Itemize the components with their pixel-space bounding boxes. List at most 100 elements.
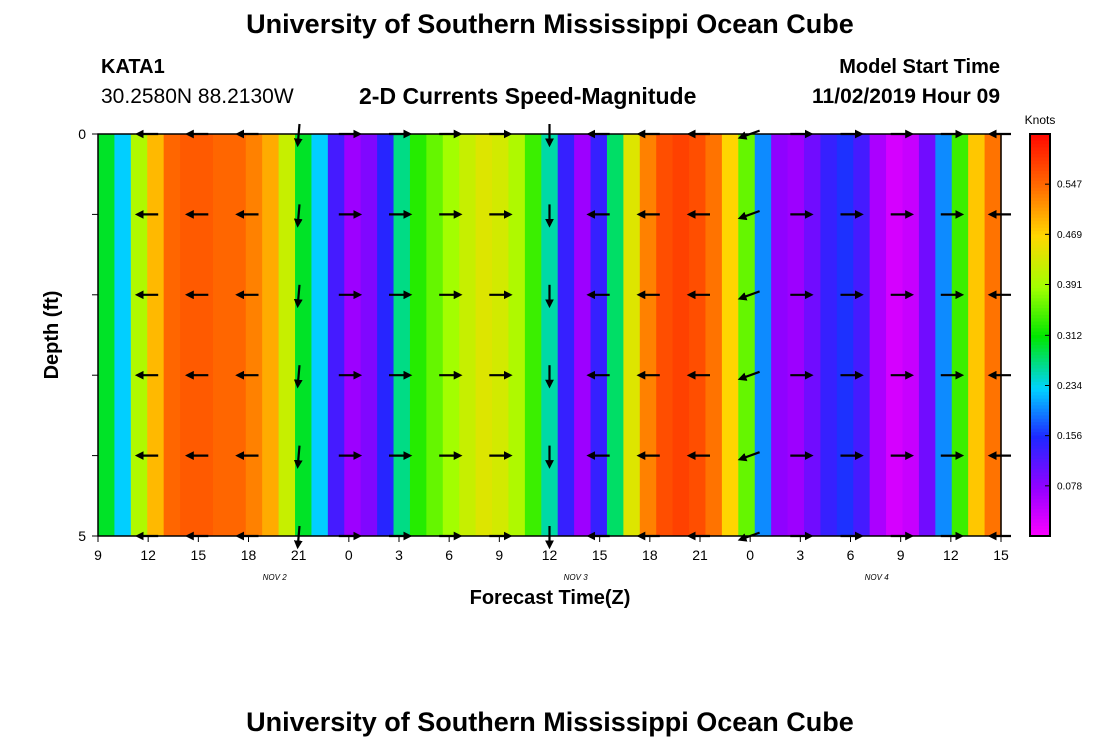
colorbar-segment bbox=[1030, 525, 1050, 530]
colorbar-segment bbox=[1030, 314, 1050, 319]
colorbar-segment bbox=[1030, 318, 1050, 323]
x-tick-label: 15 bbox=[191, 547, 207, 563]
colorbar-segment bbox=[1030, 291, 1050, 296]
colorbar-segment bbox=[1030, 311, 1050, 316]
colorbar-segment bbox=[1030, 134, 1050, 138]
heatmap-column bbox=[278, 134, 296, 536]
y-tick-label: 0 bbox=[78, 126, 86, 142]
colorbar-segment bbox=[1030, 328, 1050, 333]
x-tick-label: 6 bbox=[445, 547, 453, 563]
colorbar-segment bbox=[1030, 140, 1050, 145]
colorbar-segment bbox=[1030, 465, 1050, 470]
colorbar-segment bbox=[1030, 348, 1050, 353]
x-tick-label: 12 bbox=[542, 547, 558, 563]
x-tick-label: 18 bbox=[241, 547, 257, 563]
colorbar-segment bbox=[1030, 247, 1050, 252]
colorbar-segment bbox=[1030, 341, 1050, 346]
heatmap-column bbox=[705, 134, 723, 536]
heatmap-column bbox=[98, 134, 116, 536]
model-start-label: Model Start Time bbox=[839, 56, 1000, 78]
heatmap-column bbox=[180, 134, 198, 536]
heatmap-column bbox=[163, 134, 181, 536]
current-arrow bbox=[293, 365, 303, 389]
colorbar-segment bbox=[1030, 298, 1050, 303]
x-tick-label: 18 bbox=[642, 547, 658, 563]
heatmap-column bbox=[212, 134, 230, 536]
current-arrow bbox=[293, 445, 303, 469]
colorbar-segment bbox=[1030, 227, 1050, 232]
date-label: NOV 2 bbox=[263, 573, 288, 582]
x-tick-label: 3 bbox=[395, 547, 403, 563]
colorbar-segment bbox=[1030, 147, 1050, 152]
colorbar-segment bbox=[1030, 217, 1050, 222]
colorbar-segment bbox=[1030, 170, 1050, 175]
x-tick-label: 12 bbox=[943, 547, 959, 563]
colorbar-segment bbox=[1030, 257, 1050, 262]
colorbar-segment bbox=[1030, 301, 1050, 306]
colorbar-segment bbox=[1030, 515, 1050, 520]
colorbar-segment bbox=[1030, 365, 1050, 370]
colorbar-segment bbox=[1030, 368, 1050, 373]
colorbar-segment bbox=[1030, 479, 1050, 483]
heatmap-column bbox=[639, 134, 657, 536]
colorbar-tick-label: 0.078 bbox=[1057, 481, 1082, 492]
x-tick-label: 21 bbox=[692, 547, 708, 563]
x-tick-label: 15 bbox=[592, 547, 608, 563]
colorbar-segment bbox=[1030, 438, 1050, 443]
heatmap-column bbox=[147, 134, 165, 536]
colorbar-segment bbox=[1030, 425, 1050, 430]
colorbar-segment bbox=[1030, 150, 1050, 155]
heatmap-column bbox=[689, 134, 707, 536]
colorbar-segment bbox=[1030, 180, 1050, 185]
model-start-value: 11/02/2019 Hour 09 bbox=[812, 85, 1000, 108]
colorbar-segment bbox=[1030, 234, 1050, 239]
heatmap-column bbox=[754, 134, 772, 536]
heatmap-column bbox=[606, 134, 624, 536]
colorbar-segment bbox=[1030, 505, 1050, 510]
heatmap-column bbox=[130, 134, 148, 536]
colorbar-segment bbox=[1030, 308, 1050, 313]
current-arrow bbox=[737, 370, 760, 381]
colorbar-segment bbox=[1030, 231, 1050, 236]
colorbar-segment bbox=[1030, 405, 1050, 410]
colorbar-segment bbox=[1030, 281, 1050, 286]
colorbar-segment bbox=[1030, 422, 1050, 427]
current-arrow bbox=[293, 284, 303, 309]
colorbar-segment bbox=[1030, 197, 1050, 202]
colorbar-segment bbox=[1030, 432, 1050, 437]
heatmap-column bbox=[656, 134, 674, 536]
x-tick-label: 6 bbox=[847, 547, 855, 563]
colorbar-segment bbox=[1030, 331, 1050, 336]
colorbar-segment bbox=[1030, 278, 1050, 282]
colorbar-segment bbox=[1030, 335, 1050, 339]
colorbar-segment bbox=[1030, 254, 1050, 259]
speed-heatmap bbox=[98, 134, 1002, 536]
colorbar-segment bbox=[1030, 472, 1050, 477]
colorbar-segment bbox=[1030, 428, 1050, 433]
colorbar-segment bbox=[1030, 211, 1050, 215]
colorbar-segment bbox=[1030, 355, 1050, 360]
colorbar-segment bbox=[1030, 458, 1050, 463]
current-arrow bbox=[737, 209, 760, 221]
heatmap-column bbox=[820, 134, 838, 536]
x-axis: 9 12 15 18 21 0 3 6 9 12 15 18 21 0 3 6 9 12 15 NOV 2 NOV 3 N… bbox=[94, 536, 1009, 582]
heatmap-column bbox=[426, 134, 444, 536]
colorbar-segment bbox=[1030, 529, 1050, 534]
colorbar-label: Knots bbox=[1025, 113, 1056, 127]
colorbar-segment bbox=[1030, 495, 1050, 500]
colorbar-segment bbox=[1030, 469, 1050, 473]
colorbar-segment bbox=[1030, 361, 1050, 366]
colorbar-segment bbox=[1030, 261, 1050, 266]
colorbar-segment bbox=[1030, 519, 1050, 524]
colorbar-segment bbox=[1030, 381, 1050, 386]
heatmap-column bbox=[721, 134, 739, 536]
colorbar-segment bbox=[1030, 499, 1050, 504]
heatmap-column bbox=[377, 134, 395, 536]
heatmap-column bbox=[738, 134, 756, 536]
x-tick-label: 0 bbox=[746, 547, 754, 563]
colorbar-tick-label: 0.547 bbox=[1057, 180, 1082, 191]
heatmap-column bbox=[311, 134, 329, 536]
heatmap-column bbox=[492, 134, 510, 536]
heatmap-column bbox=[787, 134, 805, 536]
colorbar-segment bbox=[1030, 462, 1050, 467]
